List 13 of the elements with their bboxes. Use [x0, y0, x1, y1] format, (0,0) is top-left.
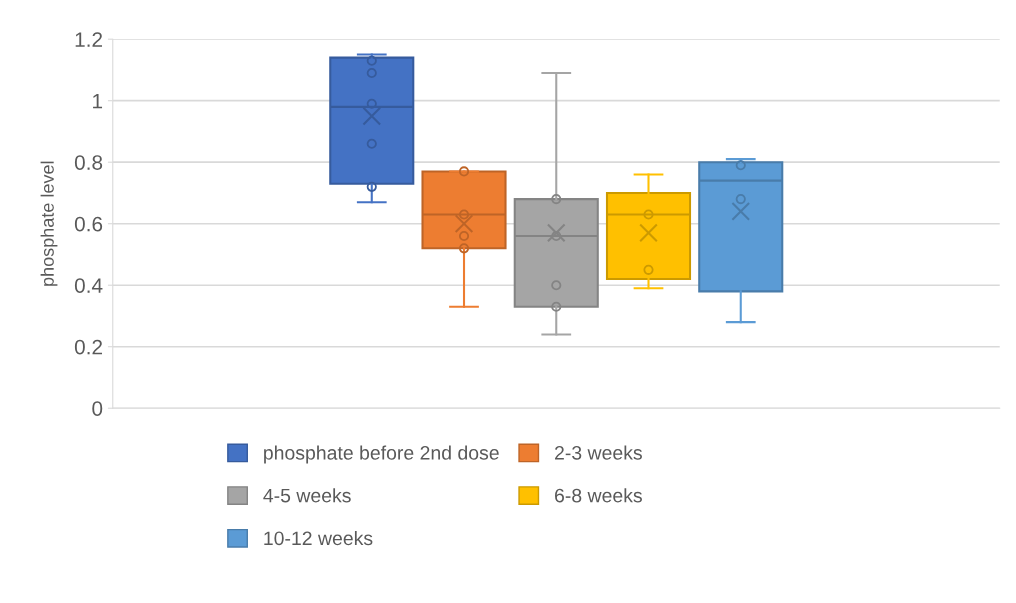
- y-tick-label: 0.8: [74, 155, 103, 170]
- y-axis-title: phosphate level: [40, 161, 58, 286]
- y-tick-label: 0.6: [74, 216, 103, 232]
- y-tick-label: 1: [93, 93, 103, 109]
- y-tick-label: 0.2: [74, 339, 103, 355]
- legend-label: 10-12 weeks: [264, 530, 373, 546]
- legend-label: phosphate before 2nd dose: [264, 445, 499, 464]
- y-tick-label: 1.2: [75, 32, 103, 47]
- y-tick-label: 0: [92, 401, 103, 416]
- legend-label: 4-5 weeks: [263, 488, 351, 503]
- y-tick-label: 0.4: [74, 278, 103, 293]
- legend-label: 2-3 weeks: [555, 445, 642, 460]
- legend-label: 6-8 weeks: [555, 488, 642, 503]
